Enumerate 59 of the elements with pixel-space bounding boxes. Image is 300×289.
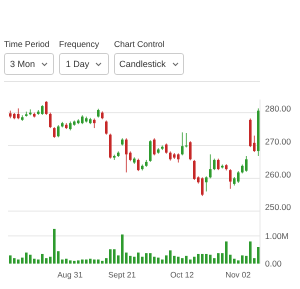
bar	[97, 260, 100, 264]
text: Chart Control	[114, 39, 166, 49]
bar	[141, 256, 144, 264]
y-tick-label: 270.00	[265, 136, 292, 146]
bar	[121, 234, 124, 264]
bar	[157, 258, 160, 264]
bar	[109, 249, 112, 264]
bar	[65, 258, 68, 264]
y2-tick-label: 0.00	[265, 258, 282, 269]
bar	[193, 256, 196, 264]
bar	[189, 260, 192, 264]
bar	[233, 258, 236, 264]
bar	[169, 250, 172, 264]
bar	[53, 228, 56, 264]
bar	[257, 247, 260, 264]
bar	[205, 254, 208, 264]
bar	[225, 241, 228, 264]
bar	[209, 254, 212, 264]
bar	[249, 241, 252, 264]
bar	[41, 254, 44, 264]
y-tick-label: 260.00	[265, 169, 292, 180]
bar	[137, 252, 140, 264]
bar	[89, 258, 92, 264]
bar	[145, 253, 148, 264]
bar	[13, 258, 16, 264]
bar	[17, 260, 20, 264]
text: Time Period	[4, 39, 51, 49]
x-tick-label: Nov 02	[225, 270, 252, 280]
text: Frequency	[59, 39, 100, 49]
bar	[113, 249, 116, 264]
text: 1 Day	[59, 53, 109, 75]
y-tick-label: 250.00	[265, 202, 292, 212]
bar	[9, 255, 12, 264]
x-tick-label: Oct 12	[170, 270, 194, 280]
x-tick-label: Aug 31	[57, 270, 84, 280]
bar	[241, 255, 244, 264]
bar	[93, 260, 96, 264]
bar	[29, 254, 32, 264]
bar	[217, 253, 220, 264]
bar	[201, 254, 204, 264]
x-tick-label: Sept 21	[108, 270, 136, 280]
bar	[45, 258, 48, 264]
bar	[133, 256, 136, 264]
bar	[81, 260, 84, 264]
bar	[161, 260, 164, 264]
bar	[85, 260, 88, 264]
bar	[177, 256, 180, 264]
bar	[33, 258, 36, 264]
y-tick-label: 280.00	[265, 104, 292, 114]
bar	[181, 258, 184, 264]
bar	[149, 253, 152, 264]
bar	[25, 252, 28, 264]
bar	[185, 256, 188, 264]
y2-tick-label: 1.00M	[265, 230, 289, 241]
text: 3 Mon	[4, 53, 54, 75]
text: Candlestick	[114, 53, 184, 75]
bar	[153, 256, 156, 264]
bar	[197, 254, 200, 264]
bar	[129, 256, 132, 264]
